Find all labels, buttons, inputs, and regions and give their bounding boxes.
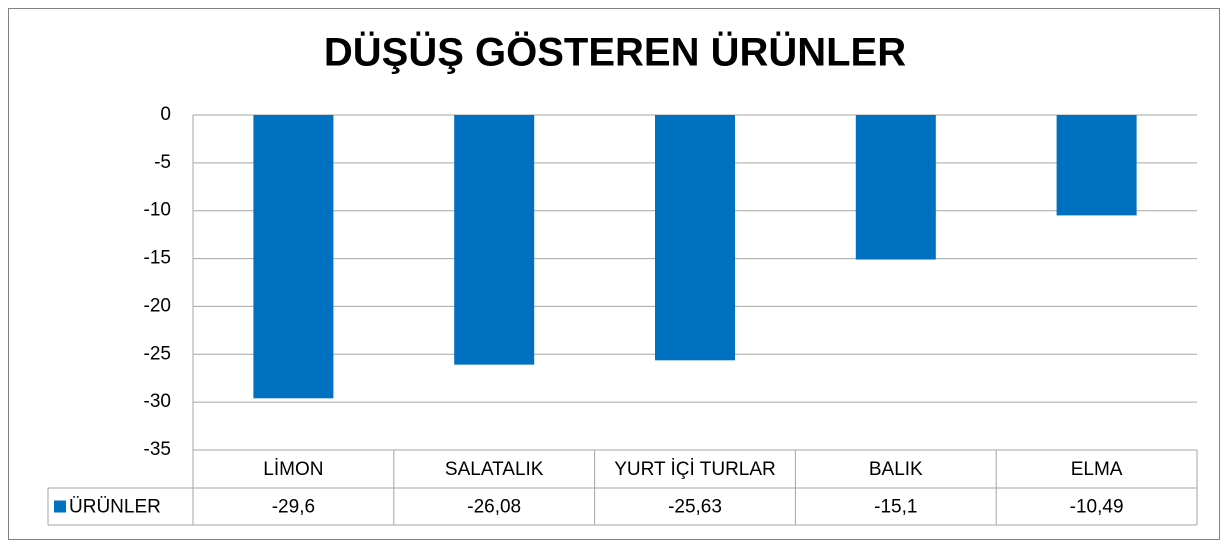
y-tick-label: -30 xyxy=(144,391,171,412)
bar xyxy=(1056,115,1137,216)
data-table-value: -25,63 xyxy=(668,497,722,518)
chart-title: DÜŞÜŞ GÖSTEREN ÜRÜNLER xyxy=(324,30,906,75)
data-table-value: -10,49 xyxy=(1070,497,1124,518)
y-tick-label: 0 xyxy=(160,104,171,125)
x-tick-label: ELMA xyxy=(1071,459,1123,480)
x-tick-label: YURT İÇİ TURLAR xyxy=(614,459,776,480)
y-tick-label: -5 xyxy=(154,152,171,173)
bar xyxy=(655,115,735,361)
x-tick-label: SALATALIK xyxy=(445,459,544,480)
bar xyxy=(454,115,535,365)
x-tick-label: LİMON xyxy=(263,459,323,480)
data-table-value: -15,1 xyxy=(874,497,917,518)
bar xyxy=(855,115,936,260)
y-tick-label: -20 xyxy=(144,295,171,316)
data-table-value: -29,6 xyxy=(272,497,315,518)
y-tick-label: -10 xyxy=(144,200,171,221)
legend-label: ÜRÜNLER xyxy=(69,497,161,518)
x-tick-label: BALIK xyxy=(869,459,923,480)
bar xyxy=(253,115,334,399)
data-table-value: -26,08 xyxy=(467,497,521,518)
y-tick-label: -35 xyxy=(144,439,171,460)
chart-border xyxy=(8,8,1220,540)
y-tick-label: -25 xyxy=(144,343,171,364)
legend-swatch xyxy=(54,500,66,513)
y-tick-label: -15 xyxy=(144,248,171,269)
